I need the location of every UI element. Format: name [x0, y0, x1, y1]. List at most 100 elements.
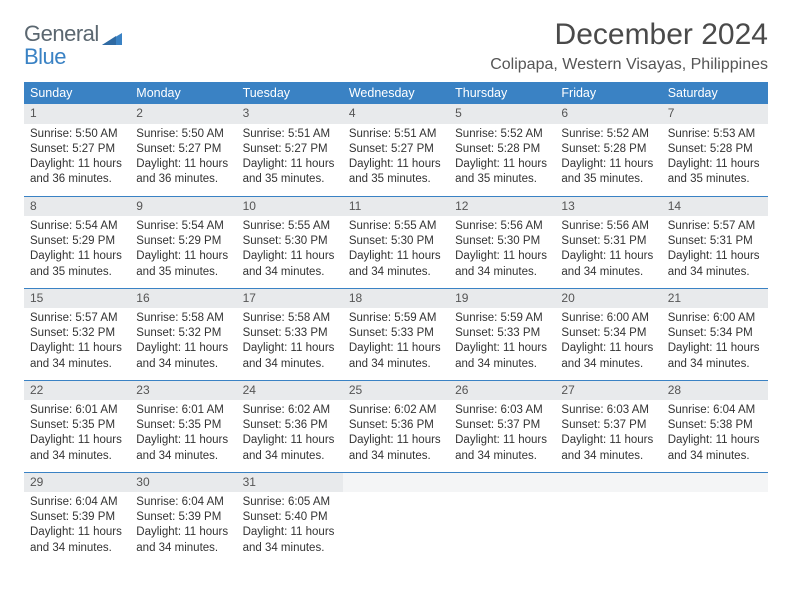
day-number: 2 — [130, 104, 236, 124]
day-detail: Sunrise: 5:59 AMSunset: 5:33 PMDaylight:… — [343, 308, 449, 378]
calendar-day-cell: 17Sunrise: 5:58 AMSunset: 5:33 PMDayligh… — [237, 288, 343, 380]
sunset-line: Sunset: 5:27 PM — [136, 142, 230, 157]
day-detail: Sunrise: 6:02 AMSunset: 5:36 PMDaylight:… — [237, 400, 343, 470]
daylight-line: Daylight: 11 hours and 34 minutes. — [136, 525, 230, 555]
sunrise-line: Sunrise: 5:58 AM — [136, 311, 230, 326]
daylight-line: Daylight: 11 hours and 35 minutes. — [243, 157, 337, 187]
day-detail: Sunrise: 5:50 AMSunset: 5:27 PMDaylight:… — [24, 124, 130, 194]
sunrise-line: Sunrise: 5:56 AM — [455, 219, 549, 234]
day-number: 14 — [662, 197, 768, 217]
calendar-day-cell: 8Sunrise: 5:54 AMSunset: 5:29 PMDaylight… — [24, 196, 130, 288]
sunset-line: Sunset: 5:27 PM — [30, 142, 124, 157]
calendar-day-cell — [343, 472, 449, 564]
sunset-line: Sunset: 5:31 PM — [668, 234, 762, 249]
weekday-header: Monday — [130, 82, 236, 104]
day-number: 11 — [343, 197, 449, 217]
calendar-day-cell: 16Sunrise: 5:58 AMSunset: 5:32 PMDayligh… — [130, 288, 236, 380]
sunset-line: Sunset: 5:30 PM — [349, 234, 443, 249]
sunrise-line: Sunrise: 5:59 AM — [455, 311, 549, 326]
daylight-line: Daylight: 11 hours and 34 minutes. — [668, 249, 762, 279]
day-detail: Sunrise: 5:52 AMSunset: 5:28 PMDaylight:… — [555, 124, 661, 194]
daylight-line: Daylight: 11 hours and 34 minutes. — [349, 249, 443, 279]
sunrise-line: Sunrise: 5:52 AM — [455, 127, 549, 142]
sunset-line: Sunset: 5:37 PM — [455, 418, 549, 433]
sunset-line: Sunset: 5:36 PM — [349, 418, 443, 433]
calendar-day-cell: 3Sunrise: 5:51 AMSunset: 5:27 PMDaylight… — [237, 104, 343, 196]
sunrise-line: Sunrise: 5:54 AM — [136, 219, 230, 234]
day-detail: Sunrise: 5:51 AMSunset: 5:27 PMDaylight:… — [343, 124, 449, 194]
sunset-line: Sunset: 5:33 PM — [349, 326, 443, 341]
calendar-day-cell: 5Sunrise: 5:52 AMSunset: 5:28 PMDaylight… — [449, 104, 555, 196]
weekday-header: Wednesday — [343, 82, 449, 104]
day-detail: Sunrise: 6:04 AMSunset: 5:39 PMDaylight:… — [24, 492, 130, 562]
calendar-day-cell: 6Sunrise: 5:52 AMSunset: 5:28 PMDaylight… — [555, 104, 661, 196]
daylight-line: Daylight: 11 hours and 34 minutes. — [30, 433, 124, 463]
day-detail: Sunrise: 6:01 AMSunset: 5:35 PMDaylight:… — [24, 400, 130, 470]
day-number: 21 — [662, 289, 768, 309]
calendar-day-cell: 18Sunrise: 5:59 AMSunset: 5:33 PMDayligh… — [343, 288, 449, 380]
location-subtitle: Colipapa, Western Visayas, Philippines — [490, 56, 768, 74]
sunset-line: Sunset: 5:27 PM — [243, 142, 337, 157]
day-number: 30 — [130, 473, 236, 493]
sunrise-line: Sunrise: 5:50 AM — [30, 127, 124, 142]
day-number: 20 — [555, 289, 661, 309]
daylight-line: Daylight: 11 hours and 34 minutes. — [668, 433, 762, 463]
day-detail: Sunrise: 6:00 AMSunset: 5:34 PMDaylight:… — [555, 308, 661, 378]
sunset-line: Sunset: 5:28 PM — [561, 142, 655, 157]
sunrise-line: Sunrise: 6:01 AM — [30, 403, 124, 418]
day-detail: Sunrise: 5:56 AMSunset: 5:30 PMDaylight:… — [449, 216, 555, 286]
day-number: 5 — [449, 104, 555, 124]
sunrise-line: Sunrise: 6:03 AM — [455, 403, 549, 418]
weekday-header: Saturday — [662, 82, 768, 104]
daylight-line: Daylight: 11 hours and 35 minutes. — [668, 157, 762, 187]
day-number: 4 — [343, 104, 449, 124]
day-number: 10 — [237, 197, 343, 217]
sunset-line: Sunset: 5:39 PM — [136, 510, 230, 525]
sunset-line: Sunset: 5:30 PM — [243, 234, 337, 249]
sunrise-line: Sunrise: 6:02 AM — [349, 403, 443, 418]
sunset-line: Sunset: 5:36 PM — [243, 418, 337, 433]
daylight-line: Daylight: 11 hours and 34 minutes. — [455, 249, 549, 279]
day-number: 9 — [130, 197, 236, 217]
daylight-line: Daylight: 11 hours and 34 minutes. — [349, 341, 443, 371]
day-detail: Sunrise: 5:57 AMSunset: 5:32 PMDaylight:… — [24, 308, 130, 378]
calendar-day-cell: 21Sunrise: 6:00 AMSunset: 5:34 PMDayligh… — [662, 288, 768, 380]
day-number-empty — [662, 473, 768, 493]
day-number: 8 — [24, 197, 130, 217]
day-number: 15 — [24, 289, 130, 309]
logo-triangle-icon — [102, 27, 122, 45]
calendar-week-row: 8Sunrise: 5:54 AMSunset: 5:29 PMDaylight… — [24, 196, 768, 288]
day-detail: Sunrise: 5:51 AMSunset: 5:27 PMDaylight:… — [237, 124, 343, 194]
day-number: 26 — [449, 381, 555, 401]
sunrise-line: Sunrise: 6:04 AM — [30, 495, 124, 510]
sunrise-line: Sunrise: 6:03 AM — [561, 403, 655, 418]
calendar-day-cell: 25Sunrise: 6:02 AMSunset: 5:36 PMDayligh… — [343, 380, 449, 472]
calendar-day-cell: 27Sunrise: 6:03 AMSunset: 5:37 PMDayligh… — [555, 380, 661, 472]
logo-word-blue: Blue — [24, 44, 66, 69]
day-detail: Sunrise: 6:01 AMSunset: 5:35 PMDaylight:… — [130, 400, 236, 470]
daylight-line: Daylight: 11 hours and 35 minutes. — [349, 157, 443, 187]
day-detail: Sunrise: 6:05 AMSunset: 5:40 PMDaylight:… — [237, 492, 343, 562]
sunset-line: Sunset: 5:38 PM — [668, 418, 762, 433]
sunrise-line: Sunrise: 5:53 AM — [668, 127, 762, 142]
sunrise-line: Sunrise: 5:58 AM — [243, 311, 337, 326]
sunrise-line: Sunrise: 5:52 AM — [561, 127, 655, 142]
weekday-header: Friday — [555, 82, 661, 104]
calendar-day-cell: 28Sunrise: 6:04 AMSunset: 5:38 PMDayligh… — [662, 380, 768, 472]
calendar-table: Sunday Monday Tuesday Wednesday Thursday… — [24, 82, 768, 564]
day-detail: Sunrise: 6:03 AMSunset: 5:37 PMDaylight:… — [449, 400, 555, 470]
weekday-header: Thursday — [449, 82, 555, 104]
day-number: 13 — [555, 197, 661, 217]
daylight-line: Daylight: 11 hours and 34 minutes. — [243, 341, 337, 371]
daylight-line: Daylight: 11 hours and 35 minutes. — [30, 249, 124, 279]
sunset-line: Sunset: 5:37 PM — [561, 418, 655, 433]
day-number: 3 — [237, 104, 343, 124]
daylight-line: Daylight: 11 hours and 35 minutes. — [136, 249, 230, 279]
calendar-week-row: 1Sunrise: 5:50 AMSunset: 5:27 PMDaylight… — [24, 104, 768, 196]
sunrise-line: Sunrise: 5:59 AM — [349, 311, 443, 326]
sunrise-line: Sunrise: 5:57 AM — [668, 219, 762, 234]
day-detail: Sunrise: 5:58 AMSunset: 5:33 PMDaylight:… — [237, 308, 343, 378]
weekday-header: Tuesday — [237, 82, 343, 104]
calendar-day-cell: 19Sunrise: 5:59 AMSunset: 5:33 PMDayligh… — [449, 288, 555, 380]
sunset-line: Sunset: 5:27 PM — [349, 142, 443, 157]
